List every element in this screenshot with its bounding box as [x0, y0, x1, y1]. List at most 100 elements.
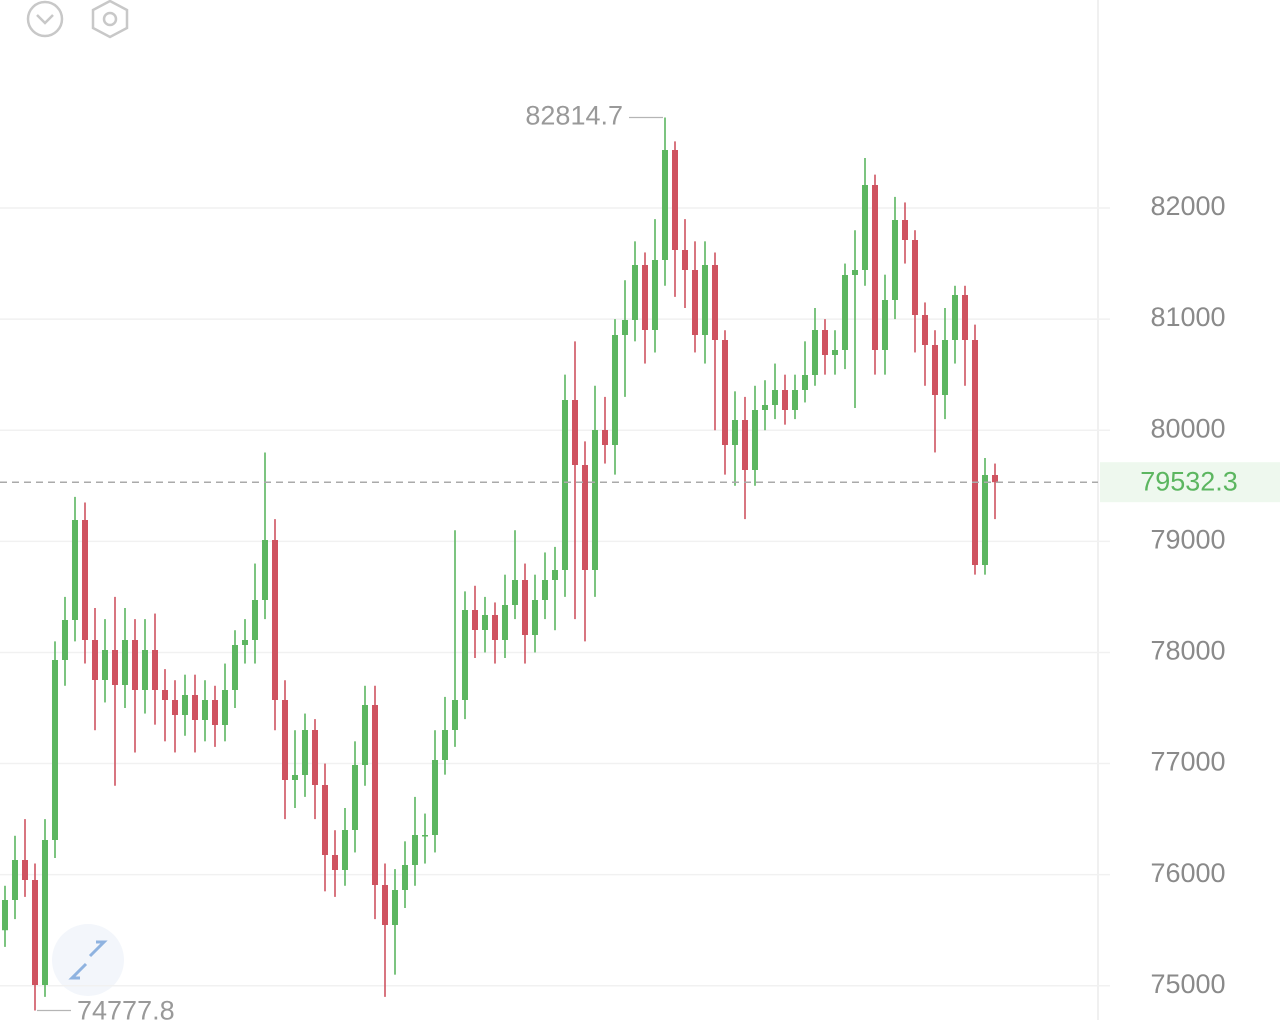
last-price-badge — [1100, 462, 1280, 503]
candle-body — [32, 880, 38, 985]
candle-body — [22, 860, 28, 880]
candle-body — [272, 540, 278, 700]
high-label: 82814.7 — [525, 101, 623, 131]
candle-body — [952, 295, 958, 340]
candle-body — [642, 265, 648, 330]
candle-body — [342, 830, 348, 870]
candle-body — [492, 615, 498, 640]
candle-body — [202, 700, 208, 720]
candle-body — [232, 645, 238, 690]
candle-body — [152, 650, 158, 690]
candle-body — [612, 335, 618, 445]
collapse-button[interactable] — [26, 0, 64, 38]
candle-body — [632, 265, 638, 320]
candle-body — [2, 900, 8, 931]
candle-body — [502, 605, 508, 640]
expand-button[interactable] — [52, 924, 124, 996]
candle-body — [712, 265, 718, 340]
candle-body — [882, 300, 888, 350]
candle-body — [762, 405, 768, 410]
candle-body — [532, 600, 538, 635]
candle-body — [582, 465, 588, 570]
low-label: 74777.8 — [77, 996, 175, 1020]
candle-body — [192, 695, 198, 720]
candle-body — [802, 375, 808, 390]
last-price-label: 79532.3 — [1140, 466, 1238, 496]
candle-body — [182, 695, 188, 715]
candle-body — [552, 570, 558, 580]
candle-body — [432, 760, 438, 835]
settings-button[interactable] — [91, 0, 129, 39]
candle-body — [142, 650, 148, 690]
candle-body — [262, 540, 268, 600]
y-tick-label: 76000 — [1150, 858, 1225, 888]
candle-body — [782, 390, 788, 410]
candle-body — [522, 580, 528, 635]
candle-body — [752, 410, 758, 470]
candle-body — [442, 730, 448, 760]
candle-body — [602, 430, 608, 445]
candle-body — [72, 520, 78, 620]
y-tick-label: 79000 — [1150, 524, 1225, 554]
candle-body — [452, 700, 458, 730]
candle-body — [992, 475, 998, 483]
candle-body — [462, 610, 468, 700]
candle-body — [222, 690, 228, 725]
candle-body — [252, 600, 258, 640]
candle-body — [12, 860, 18, 900]
candle-body — [362, 705, 368, 765]
candle-body — [692, 270, 698, 335]
candle-body — [512, 580, 518, 605]
candle-body — [422, 835, 428, 837]
candle-body — [82, 520, 88, 640]
y-tick-label: 80000 — [1150, 413, 1225, 443]
candle-body — [662, 150, 668, 260]
candle-body — [962, 295, 968, 340]
candle-body — [542, 580, 548, 600]
candle-body — [52, 660, 58, 840]
candle-body — [562, 400, 568, 570]
candle-body — [132, 640, 138, 690]
candle-body — [822, 330, 828, 355]
candle-body — [312, 730, 318, 785]
candle-body — [682, 250, 688, 270]
candle-body — [572, 400, 578, 465]
candle-body — [112, 650, 118, 685]
candle-body — [832, 350, 838, 355]
candle-body — [842, 275, 848, 350]
candle-body — [352, 765, 358, 830]
candle-body — [392, 890, 398, 925]
y-tick-label: 75000 — [1150, 969, 1225, 999]
candle-body — [42, 840, 48, 985]
candle-body — [732, 420, 738, 445]
candle-body — [372, 705, 378, 885]
y-tick-label: 81000 — [1150, 302, 1225, 332]
candle-body — [282, 700, 288, 780]
candle-body — [122, 640, 128, 685]
candle-body — [912, 240, 918, 315]
candle-body — [592, 430, 598, 570]
candle-body — [92, 640, 98, 680]
candle-body — [922, 315, 928, 345]
candle-body — [702, 265, 708, 335]
candle-body — [162, 690, 168, 700]
candle-body — [102, 650, 108, 680]
candle-body — [322, 785, 328, 855]
candle-body — [932, 345, 938, 395]
candle-body — [302, 730, 308, 775]
candle-body — [412, 835, 418, 865]
candle-body — [382, 885, 388, 925]
candle-body — [892, 220, 898, 300]
candle-body — [982, 475, 988, 565]
y-tick-label: 78000 — [1150, 636, 1225, 666]
candle-body — [172, 700, 178, 715]
candle-body — [332, 855, 338, 870]
candle-body — [472, 610, 478, 630]
candle-body — [402, 865, 408, 890]
candle-body — [292, 775, 298, 780]
candle-body — [672, 150, 678, 250]
candle-body — [972, 340, 978, 565]
candle-body — [902, 220, 908, 240]
candle-body — [652, 260, 658, 330]
